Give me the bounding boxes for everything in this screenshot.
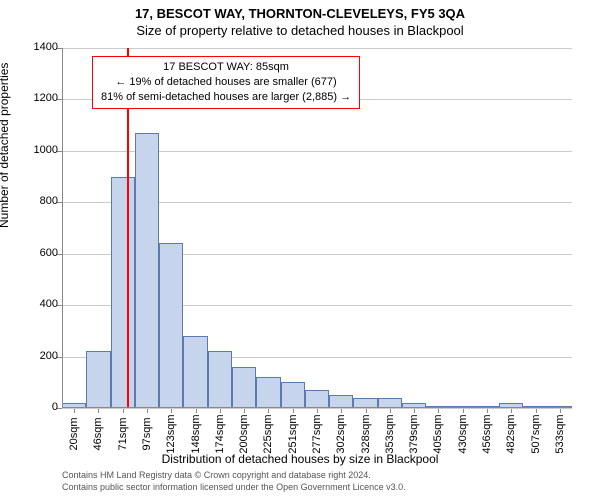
x-tick-label: 277sqm [311,404,323,464]
grid-line [62,408,572,409]
histogram-bar [86,351,110,408]
x-tick-label: 97sqm [141,404,153,464]
histogram-bar [426,406,450,408]
histogram-bar [62,403,86,408]
x-tick-label: 353sqm [384,404,396,464]
page-subtitle: Size of property relative to detached ho… [0,21,600,38]
x-tick-label: 174sqm [214,404,226,464]
x-tick-label: 251sqm [287,404,299,464]
info-line-2: ← 19% of detached houses are smaller (67… [101,75,351,90]
histogram-bar [232,367,256,408]
x-tick-label: 379sqm [408,404,420,464]
histogram-bar [183,336,207,408]
histogram-bar [159,243,183,408]
page-title: 17, BESCOT WAY, THORNTON-CLEVELEYS, FY5 … [0,0,600,21]
histogram-bar [548,406,572,408]
histogram-bar [499,403,523,408]
y-tick-label: 800 [18,195,58,207]
x-tick-label: 148sqm [190,404,202,464]
x-tick-label: 123sqm [165,404,177,464]
histogram-bar [451,406,475,408]
histogram-bar [475,406,499,408]
y-tick-label: 1000 [18,144,58,156]
x-tick-label: 405sqm [432,404,444,464]
histogram-bar [256,377,280,408]
x-tick-label: 430sqm [457,404,469,464]
histogram-bar [111,177,135,408]
histogram-bar [329,395,353,408]
x-tick-label: 225sqm [262,404,274,464]
histogram-bar [305,390,329,408]
x-tick-label: 533sqm [554,404,566,464]
footer-line-2: Contains public sector information licen… [62,482,406,494]
x-tick-label: 507sqm [530,404,542,464]
x-tick-label: 46sqm [92,404,104,464]
histogram-bar [208,351,232,408]
footer: Contains HM Land Registry data © Crown c… [62,470,406,493]
y-tick-label: 1200 [18,92,58,104]
x-tick-label: 328sqm [360,404,372,464]
x-tick-label: 71sqm [117,404,129,464]
histogram-bar [402,403,426,408]
x-tick-label: 200sqm [238,404,250,464]
x-tick-label: 302sqm [335,404,347,464]
grid-line [62,48,572,49]
footer-line-1: Contains HM Land Registry data © Crown c… [62,470,406,482]
info-line-3: 81% of semi-detached houses are larger (… [101,90,351,105]
histogram-bar [353,398,377,408]
y-axis-label: Number of detached properties [0,63,11,228]
y-tick-label: 1400 [18,41,58,53]
histogram-bar [281,382,305,408]
y-tick-label: 200 [18,350,58,362]
histogram-bar [135,133,159,408]
x-tick-label: 482sqm [505,404,517,464]
histogram-bar [378,398,402,408]
y-tick-label: 0 [18,401,58,413]
y-tick-label: 400 [18,298,58,310]
info-box: 17 BESCOT WAY: 85sqm ← 19% of detached h… [92,56,360,109]
x-tick-label: 456sqm [481,404,493,464]
info-line-1: 17 BESCOT WAY: 85sqm [101,60,351,75]
histogram-bar [523,406,547,408]
y-tick-label: 600 [18,247,58,259]
x-tick-label: 20sqm [68,404,80,464]
